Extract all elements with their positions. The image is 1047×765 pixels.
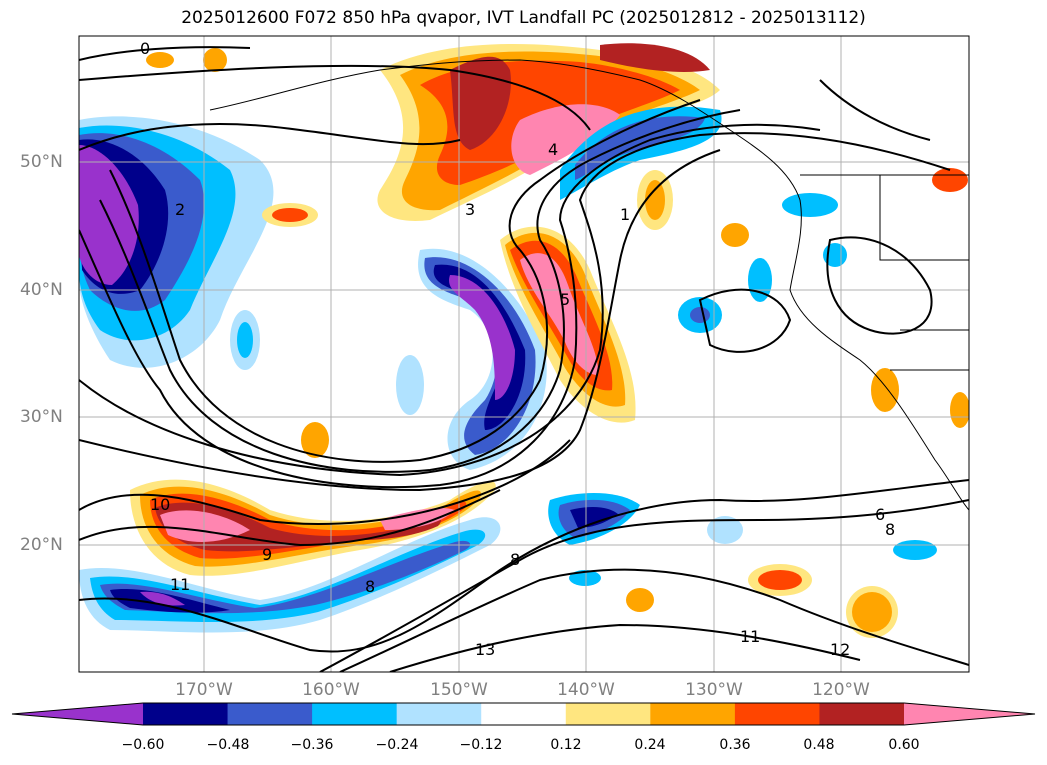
colorbar-tick: 0.60 [888, 737, 920, 753]
colorbar-tick: 0.24 [634, 737, 666, 753]
colorbar-segment [481, 703, 567, 725]
plot-frame [78, 35, 970, 673]
lat-label-50n: 50°N [20, 152, 63, 172]
contour-label: 10 [150, 495, 170, 514]
colorbar-tick: −0.12 [459, 737, 503, 753]
lon-label-120w: 120°W [812, 680, 870, 700]
colorbar-segment [396, 703, 482, 725]
colorbar [11, 702, 1036, 726]
colorbar-tick: 0.12 [550, 737, 582, 753]
lat-label-30n: 30°N [20, 407, 63, 427]
contour-label: 12 [830, 640, 850, 659]
contour-label: 3 [465, 200, 475, 219]
colorbar-segment [227, 703, 313, 725]
lon-label-140w: 140°W [557, 680, 615, 700]
contour-label: 9 [262, 545, 272, 564]
colorbar-tick: −0.48 [206, 737, 250, 753]
colorbar-segment [650, 703, 736, 725]
lon-label-150w: 150°W [430, 680, 488, 700]
colorbar-extend-max [904, 703, 1035, 725]
colorbar-segment [312, 703, 398, 725]
contour-label: 0 [140, 39, 150, 58]
lat-label-20n: 20°N [20, 535, 63, 555]
colorbar-tick: −0.36 [290, 737, 334, 753]
colorbar-segment [734, 703, 820, 725]
ivt-contours [79, 46, 969, 672]
contour-labels: 0 1 2 3 4 5 6 8 9 10 11 12 13 11 8 8 [140, 39, 895, 659]
contour-label: 11 [170, 575, 190, 594]
contour-label: 8 [885, 520, 895, 539]
colorbar-tick: −0.60 [121, 737, 165, 753]
positive-anomaly-north [377, 43, 720, 221]
contour-label: 11 [740, 627, 760, 646]
contour-label: 2 [175, 200, 185, 219]
contour-label: 4 [548, 140, 558, 159]
colorbar-tick: 0.48 [803, 737, 835, 753]
contour-label: 13 [475, 640, 495, 659]
negative-anomaly-south [79, 493, 640, 633]
negative-anomaly-northeast [560, 106, 722, 200]
lon-label-130w: 130°W [685, 680, 743, 700]
contour-label: 1 [620, 205, 630, 224]
contour-label: 8 [365, 577, 375, 596]
colorbar-extend-min [12, 703, 143, 725]
scattered-anomalies [146, 48, 969, 638]
lon-label-170w: 170°W [175, 680, 233, 700]
colorbar-segment [819, 703, 905, 725]
lat-label-40n: 40°N [20, 280, 63, 300]
colorbar-tick: −0.24 [375, 737, 419, 753]
contour-label: 8 [510, 550, 520, 569]
colorbar-outline [11, 702, 1036, 726]
colorbar-tick: 0.36 [719, 737, 751, 753]
contour-label: 5 [560, 290, 570, 309]
lon-label-160w: 160°W [302, 680, 360, 700]
colorbar-segment [565, 703, 651, 725]
contour-label: 6 [875, 505, 885, 524]
map-title: 2025012600 F072 850 hPa qvapor, IVT Land… [181, 8, 866, 28]
colorbar-segment [143, 703, 229, 725]
